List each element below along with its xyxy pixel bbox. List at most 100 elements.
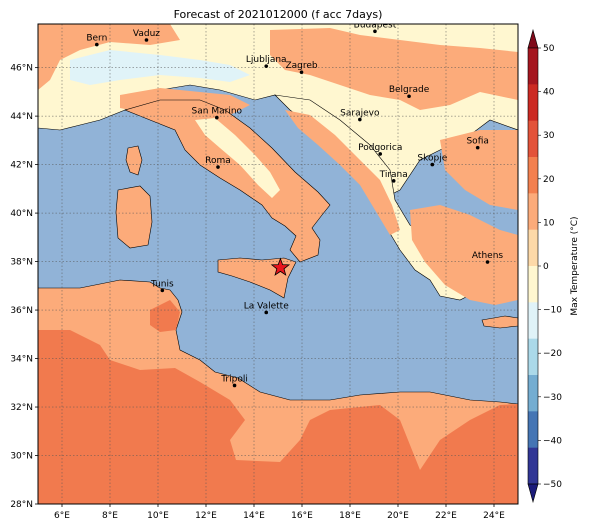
city-dot <box>373 29 377 34</box>
city-dot <box>144 38 149 42</box>
lat-tick-label: 28°N <box>10 500 33 510</box>
colorbar-tick-label: 0 <box>543 262 549 272</box>
corsica <box>125 145 143 176</box>
colorbar-segment <box>528 120 538 158</box>
city-dot <box>430 162 435 167</box>
city-label: Athens <box>472 251 503 261</box>
crete <box>481 315 518 329</box>
colorbar-segment <box>528 302 538 340</box>
city-dot <box>485 260 490 264</box>
city-dot <box>232 383 237 388</box>
greece-warm <box>410 205 518 305</box>
city-dot <box>264 64 269 68</box>
northern-warm-band <box>38 24 180 90</box>
colorbar-tick-label: −40 <box>543 436 562 446</box>
colorbar-segment <box>528 266 538 303</box>
lon-tick-label: 22°E <box>435 511 457 521</box>
city-dot <box>391 179 396 183</box>
lat-tick-label: 32°N <box>10 403 33 413</box>
city-dot <box>95 42 99 47</box>
lon-tick-label: 24°E <box>483 511 505 521</box>
city-label: Tirana <box>379 170 408 180</box>
city-dot <box>216 165 220 169</box>
city-dot <box>407 94 411 99</box>
apennine-cool <box>195 118 280 198</box>
colorbar-tick-label: −30 <box>543 393 562 403</box>
city-dot <box>378 152 383 156</box>
colorbar-segment <box>528 48 538 85</box>
colorbar-segment <box>528 338 538 376</box>
map-frame <box>37 23 519 505</box>
location-star-marker <box>270 257 291 276</box>
bulgaria-warm <box>440 130 518 210</box>
colorbar-tick-label: 40 <box>543 88 555 98</box>
colorbar-tick-label: 30 <box>543 131 555 141</box>
alps-cold-snow <box>70 50 250 85</box>
city-label: La Valette <box>244 301 289 311</box>
colorbar-label: Max Temperature (°C) <box>570 216 580 315</box>
colorbar-tick-labels: 50 40 30 20 10 0 −10 −20 −30 −40 −50 <box>538 44 562 490</box>
dalmatian-coast-warm <box>285 110 400 235</box>
colorbar-tick-label: 50 <box>543 44 555 54</box>
tunisia-hot-patch <box>150 300 180 332</box>
colorbar-min-extend <box>527 483 539 504</box>
city-dot <box>299 70 304 75</box>
lon-tick-label: 10°E <box>147 511 169 521</box>
colorbar-segment <box>528 411 538 449</box>
colorbar-segment <box>528 84 538 122</box>
lon-tick-label: 6°E <box>54 511 70 521</box>
city-label: Podgorica <box>358 143 402 153</box>
city-label: Tunis <box>150 279 174 289</box>
colorbar-segment <box>528 157 538 194</box>
lon-tick-label: 14°E <box>243 511 265 521</box>
city-label: Sarajevo <box>340 109 380 119</box>
sardinia <box>115 185 153 249</box>
colorbar-segment <box>528 375 538 412</box>
graticule <box>38 24 518 504</box>
city-label: Belgrade <box>389 85 430 95</box>
city-dot <box>475 145 480 150</box>
colorbar-tick-label: −20 <box>543 349 562 359</box>
pannonian-warm <box>270 28 518 110</box>
colorbar-tick-label: −10 <box>543 306 562 316</box>
city-dot <box>358 117 362 122</box>
city-label: Tripoli <box>220 374 248 384</box>
city-dot <box>215 115 219 120</box>
lat-tick-label: 44°N <box>10 112 33 122</box>
lon-tick-label: 8°E <box>102 511 118 521</box>
lat-tick-label: 46°N <box>10 64 33 74</box>
latitude-labels: 46°N 44°N 42°N 40°N 38°N 36°N 34°N 32°N 30°N 28°N <box>10 64 38 510</box>
city-label: Bern <box>86 34 107 44</box>
city-label: Ljubljana <box>246 55 287 65</box>
city-label: Budapest <box>354 20 397 30</box>
lat-tick-label: 34°N <box>10 355 33 365</box>
colorbar-segment <box>528 447 538 485</box>
city-label: Sofia <box>466 137 488 147</box>
lat-tick-label: 30°N <box>10 452 33 462</box>
lon-tick-label: 16°E <box>291 511 313 521</box>
lat-tick-label: 42°N <box>10 161 33 171</box>
colorbar-tick-label: 20 <box>543 175 555 185</box>
colorbar-tick-label: −50 <box>543 480 562 490</box>
colorbar-segment <box>528 229 538 267</box>
longitude-labels: 6°E 8°E 10°E 12°E 14°E 16°E 18°E 20°E 22°E 24°E <box>54 504 505 521</box>
colorbar-tick-label: 10 <box>543 218 555 228</box>
lat-tick-label: 40°N <box>10 209 33 219</box>
city-dot <box>264 310 269 315</box>
city-label: San Marino <box>192 107 243 117</box>
lon-tick-label: 18°E <box>339 511 361 521</box>
north-africa-hot-zone <box>38 330 518 504</box>
lon-tick-label: 20°E <box>387 511 409 521</box>
colorbar-segment <box>528 193 538 231</box>
colorbar <box>527 28 539 504</box>
city-dot <box>160 288 165 293</box>
lat-tick-label: 38°N <box>10 258 33 268</box>
lon-tick-label: 12°E <box>195 511 217 521</box>
city-label: Zagreb <box>285 61 317 71</box>
italian-peninsula <box>124 99 331 263</box>
lat-tick-label: 36°N <box>10 306 33 316</box>
colorbar-max-extend <box>527 28 539 49</box>
